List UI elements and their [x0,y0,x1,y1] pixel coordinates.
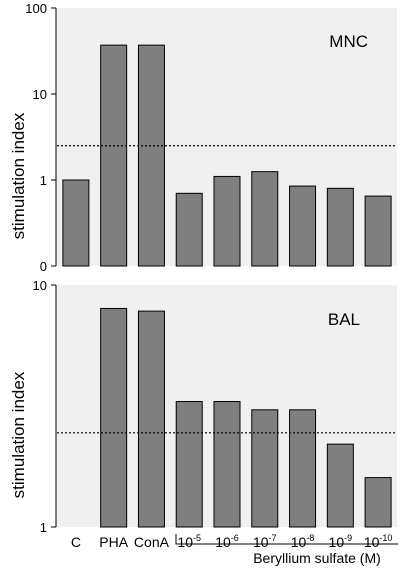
bal-bar-10-8 [289,409,317,528]
mnc-bars [62,44,392,267]
bal-bar-cona [137,310,165,528]
mnc-bar-10-5 [175,192,203,267]
mnc-y-tick-label-1: 1 [40,173,47,188]
x-tick-labels: C PHA ConA 10-5 10-6 10-7 10-8 10-9 10-10 [71,533,393,550]
mnc-bar-10-10 [364,195,392,267]
x-tick-label-c: C [71,534,81,550]
mnc-bar-10-8 [289,185,317,267]
bal-y-tick-label-1: 1 [40,520,47,535]
x-tick-label-10-5: 10-5 [177,533,201,550]
mnc-panel-label: MNC [329,32,368,51]
x-tick-label-10-7: 10-7 [253,533,277,550]
x-tick-label-10-8: 10-8 [291,533,315,550]
x-tick-label-10-9: 10-9 [329,533,353,550]
mnc-y-tick-label-100: 100 [25,1,47,16]
mnc-bar-10-7 [251,171,279,267]
bal-bar-10-6 [213,401,241,528]
bal-y-tick-label-10: 10 [33,278,47,293]
bal-bar-10-9 [326,443,354,528]
panel-bal: 10 1 BAL stimulation index [9,278,397,535]
x-tick-label-pha: PHA [99,534,128,550]
x-tick-label-10-6: 10-6 [215,533,239,550]
mnc-bar-c [62,179,90,267]
x-tick-label-cona: ConA [134,534,170,550]
bal-panel-label: BAL [328,310,360,329]
mnc-bar-cona [137,44,165,267]
beryllium-group-label: Beryllium sulfate (M) [253,550,381,566]
mnc-y-tick-label-10: 10 [33,87,47,102]
bal-bar-10-5 [175,401,203,528]
mnc-bar-10-6 [213,175,241,267]
mnc-bar-pha [100,44,128,267]
bal-bar-10-10 [364,477,392,528]
bal-bar-pha [100,307,128,528]
mnc-y-axis-label: stimulation index [9,112,28,239]
beryllium-group-bracket [175,534,398,545]
bal-y-ticks: 10 1 [33,278,56,535]
bal-bar-10-7 [251,409,279,528]
bal-bars [100,307,392,528]
bal-y-axis-label: stimulation index [9,371,28,498]
mnc-y-tick-label-0: 0 [40,259,47,274]
mnc-bar-10-9 [326,187,354,267]
x-tick-label-10-10: 10-10 [364,533,393,550]
